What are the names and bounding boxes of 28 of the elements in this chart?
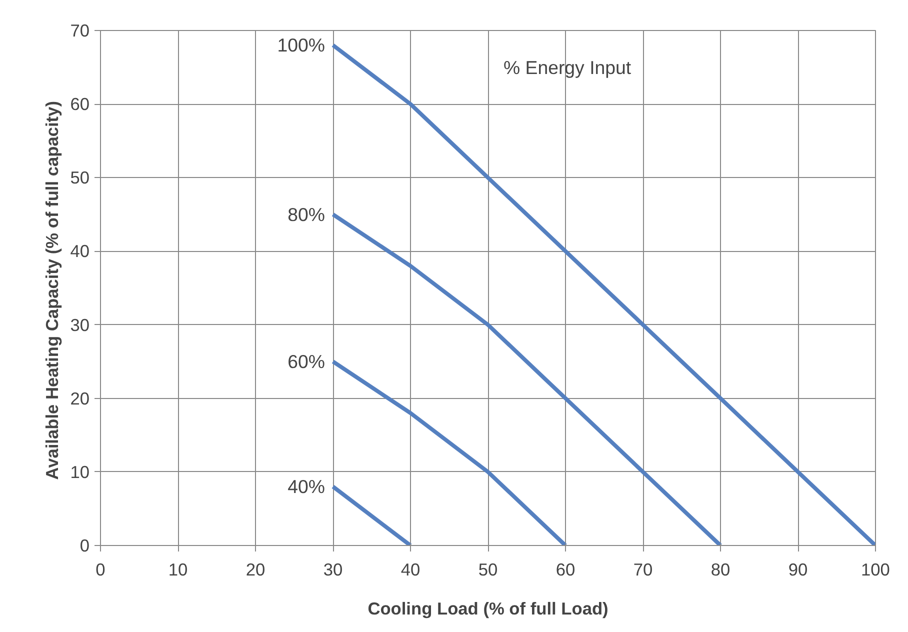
y-tick-label: 20	[70, 388, 90, 408]
line-series	[331, 360, 568, 546]
y-tick-label: 0	[80, 536, 90, 556]
x-tick-label: 90	[788, 560, 808, 580]
y-tick-label: 40	[70, 241, 90, 262]
x-tick-label: 70	[633, 560, 653, 580]
y-tick-label: 60	[70, 94, 90, 114]
series-label: 80%	[288, 204, 326, 225]
x-tick-label: 60	[556, 560, 576, 580]
x-tick-label: 80	[710, 560, 730, 580]
line-series	[331, 212, 722, 546]
x-tick-label: 20	[246, 560, 266, 580]
x-tick-label: 40	[400, 560, 420, 580]
x-tick-label: 50	[478, 560, 498, 580]
x-tick-label: 30	[323, 560, 343, 580]
line-series	[331, 43, 876, 546]
y-tick-label: 70	[70, 20, 90, 40]
y-axis-title: Available Heating Capacity (% of full capacity)	[42, 101, 62, 480]
x-axis-title: Cooling Load (% of full Load)	[368, 598, 608, 618]
x-tick-label: 100	[861, 560, 890, 580]
series-label: 100%	[277, 34, 326, 56]
x-tick-label: 0	[96, 560, 106, 580]
y-tick-label: 50	[70, 168, 90, 188]
x-tick-label: 10	[168, 560, 188, 580]
y-tick-label: 10	[70, 462, 90, 482]
y-tick-label: 30	[70, 314, 90, 335]
series-label: 60%	[288, 351, 326, 372]
series-label: 40%	[288, 476, 326, 498]
